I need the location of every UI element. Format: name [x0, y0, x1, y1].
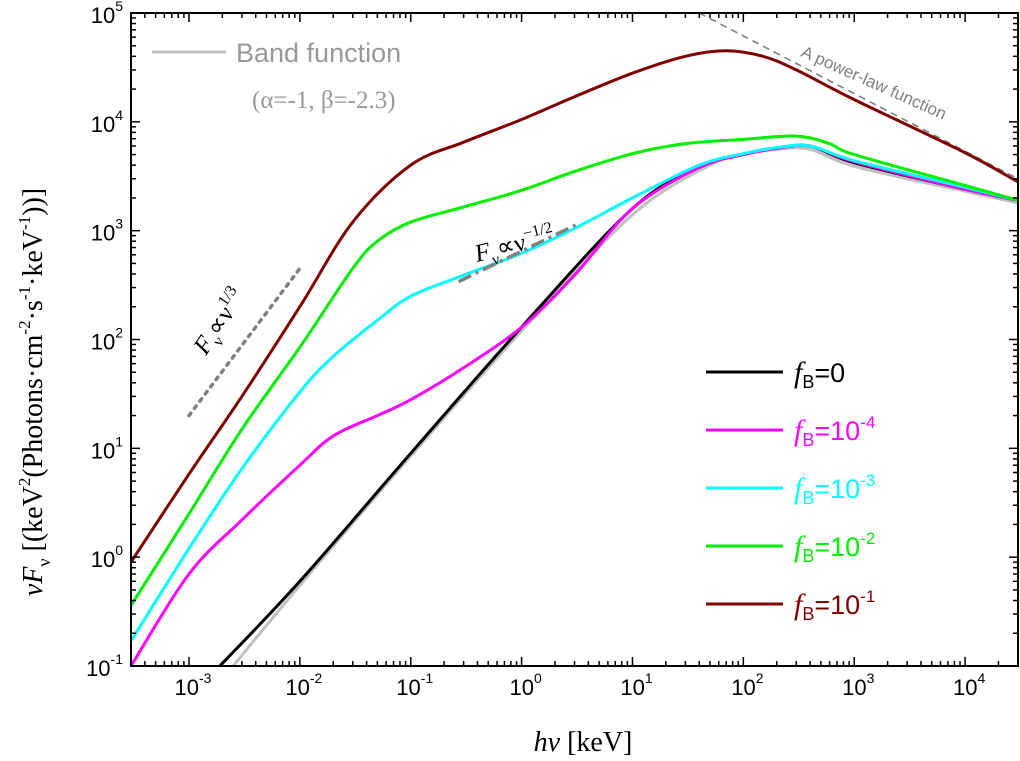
ticks-layer: 10-3 10-2 10-1 100 101 102 103 104 10-1 100 101 102… — [86, 0, 1019, 700]
y-tick-label: 102 — [91, 325, 123, 355]
y-label-part2: (Photons·cm — [18, 334, 49, 477]
y-tick-label: 100 — [91, 542, 123, 572]
y-tick-label: 105 — [91, 0, 123, 28]
x-tick-label: 102 — [731, 670, 763, 700]
slope13-prop: ∝ν — [201, 301, 240, 340]
legend: fB=0 fB=10-4 fB=10-3 fB=10-2 fB=10-1 — [706, 356, 875, 624]
x-tick-label: 104 — [953, 670, 985, 700]
slope12-sub: ν — [490, 251, 501, 269]
series-line-3 — [131, 143, 1018, 666]
x-tick-label: 103 — [842, 670, 874, 700]
y-label-part3: ·s — [18, 300, 49, 320]
legend-label: fB=10-1 — [794, 587, 875, 624]
x-tick-label: 10-2 — [285, 670, 322, 700]
slope12-label: Fν∝ν−1/2 — [470, 219, 558, 273]
x-axis-label: hν [keV] — [534, 727, 633, 758]
slope13-guide-line — [187, 266, 302, 418]
y-tick-label: 103 — [91, 216, 123, 246]
y-label-sup1: 2 — [15, 478, 34, 487]
x-tick-label: 100 — [509, 670, 541, 700]
y-label-end: ))] — [18, 188, 49, 216]
y-axis-label: νFν [(keV2(Photons·cm-2·s-1·keV-1))] — [15, 188, 54, 596]
slope12-guide-line — [457, 222, 579, 284]
band-params-label: (α=-1, β=-2.3) — [252, 87, 396, 114]
legend-label: fB=10-3 — [794, 471, 875, 508]
series-line-5 — [131, 134, 1018, 607]
x-axis-label-main: hν — [534, 727, 561, 758]
x-tick-label: 101 — [620, 670, 652, 700]
y-label-part1: [(keV — [18, 486, 49, 558]
legend-label: fB=0 — [794, 356, 845, 392]
series-line-4 — [131, 143, 1018, 642]
legend-label: fB=10-4 — [794, 413, 875, 450]
y-label-sup3: -1 — [15, 286, 34, 300]
series-line-6 — [131, 49, 1018, 563]
slope13-label: Fν∝ν1/3 — [186, 283, 256, 363]
y-label-part4: ·keV — [18, 230, 49, 286]
legend-label: fB=10-2 — [794, 529, 875, 566]
y-label-sup2: -2 — [15, 320, 34, 334]
y-tick-label: 101 — [91, 433, 123, 463]
y-label-sup4: -1 — [15, 216, 34, 230]
curves-layer — [131, 13, 1018, 666]
slope12-exp: −1/2 — [521, 219, 554, 243]
band-legend-label: Band function — [236, 38, 401, 68]
y-tick-label: 10-1 — [86, 651, 123, 681]
y-label-sub: ν — [34, 558, 54, 566]
y-tick-label: 104 — [91, 107, 123, 137]
x-tick-label: 10-1 — [396, 670, 433, 700]
y-label-prefix: νF — [18, 566, 49, 596]
series-line-1 — [698, 13, 1018, 180]
series-line-0 — [231, 146, 1018, 666]
x-axis-label-unit: [keV] — [560, 727, 632, 758]
annotations-layer — [187, 222, 579, 418]
x-tick-label: 10-3 — [175, 670, 212, 700]
slope12-f: F — [471, 238, 494, 268]
